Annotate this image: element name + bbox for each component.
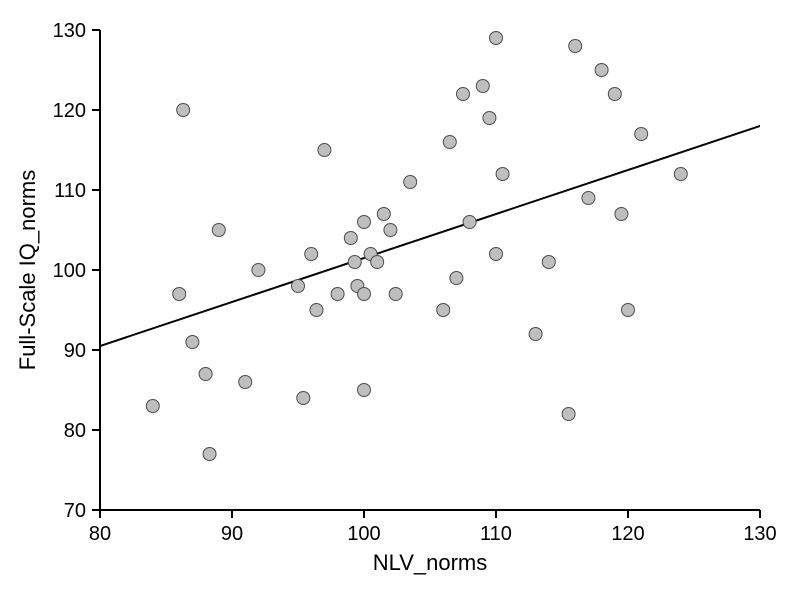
data-point (542, 256, 555, 269)
data-point (348, 256, 361, 269)
data-point (569, 40, 582, 53)
data-point (344, 232, 357, 245)
data-point (476, 80, 489, 93)
data-point (529, 328, 542, 341)
x-tick-label: 80 (89, 523, 111, 545)
data-point (371, 256, 384, 269)
data-point (450, 272, 463, 285)
data-point (457, 88, 470, 101)
data-point (389, 288, 402, 301)
data-point (615, 208, 628, 221)
data-point (384, 224, 397, 237)
data-point (310, 304, 323, 317)
data-point (305, 248, 318, 261)
x-tick-label: 110 (480, 523, 512, 545)
x-axis-label: NLV_norms (373, 550, 488, 575)
data-point (358, 384, 371, 397)
data-point (608, 88, 621, 101)
data-point (297, 392, 310, 405)
data-point (562, 408, 575, 421)
y-tick-label: 130 (53, 20, 86, 42)
y-tick-label: 90 (64, 340, 86, 362)
data-point (674, 168, 687, 181)
x-tick-label: 90 (221, 523, 243, 545)
x-tick-label: 120 (611, 523, 644, 545)
data-point (199, 368, 212, 381)
y-tick-label: 70 (64, 500, 86, 522)
data-point (377, 208, 390, 221)
data-point (490, 32, 503, 45)
data-point (212, 224, 225, 237)
data-point (437, 304, 450, 317)
data-point (635, 128, 648, 141)
data-point (239, 376, 252, 389)
y-tick-label: 110 (54, 180, 86, 202)
x-tick-label: 100 (347, 523, 380, 545)
data-point (582, 192, 595, 205)
data-point (146, 400, 159, 413)
data-point (177, 104, 190, 117)
data-point (595, 64, 608, 77)
data-point (252, 264, 265, 277)
data-point (203, 448, 216, 461)
data-point (358, 216, 371, 229)
data-point (490, 248, 503, 261)
data-point (331, 288, 344, 301)
x-tick-label: 130 (743, 523, 776, 545)
data-point (622, 304, 635, 317)
data-point (496, 168, 509, 181)
data-point (186, 336, 199, 349)
data-point (173, 288, 186, 301)
data-point (358, 288, 371, 301)
y-tick-label: 120 (53, 100, 86, 122)
y-tick-label: 100 (53, 260, 86, 282)
chart-svg: 8090100110120130708090100110120130NLV_no… (0, 0, 800, 602)
y-tick-label: 80 (64, 420, 86, 442)
data-point (483, 112, 496, 125)
data-point (443, 136, 456, 149)
scatter-chart: 8090100110120130708090100110120130NLV_no… (0, 0, 800, 602)
y-axis-label: Full-Scale IQ_norms (15, 170, 40, 371)
data-point (404, 176, 417, 189)
data-point (318, 144, 331, 157)
data-point (292, 280, 305, 293)
data-point (463, 216, 476, 229)
